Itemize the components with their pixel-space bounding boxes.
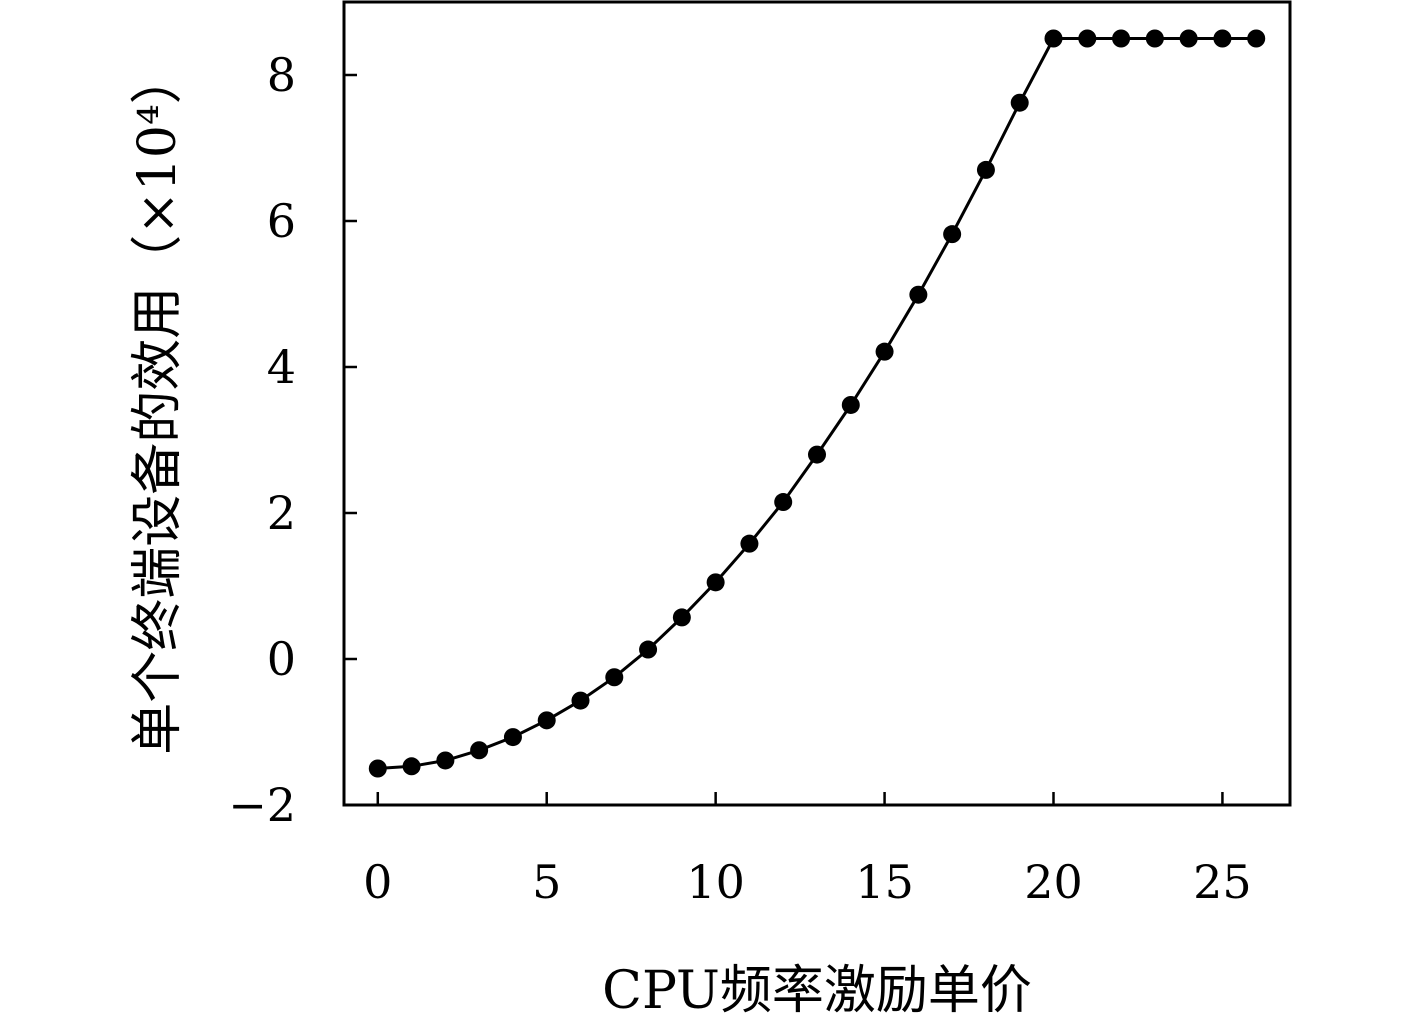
x-tick-label: 15 [855, 855, 914, 909]
x-tick-label: 20 [1024, 855, 1083, 909]
x-tick-label: 5 [532, 855, 561, 909]
x-tick-label: 10 [686, 855, 745, 909]
data-point [1078, 29, 1097, 48]
plot-area [368, 29, 1266, 778]
x-tick-label: 0 [363, 855, 392, 909]
data-point [571, 691, 590, 710]
y-tick-label: −2 [228, 778, 296, 832]
data-point [639, 640, 658, 659]
data-point [706, 573, 725, 592]
data-point [808, 445, 826, 464]
data-point [909, 285, 928, 304]
data-point [841, 395, 860, 414]
data-point [537, 711, 556, 730]
data-point [1112, 29, 1131, 48]
plot-frame [342, 0, 1292, 807]
data-point [875, 342, 894, 361]
y-tick-label: 0 [267, 632, 296, 686]
data-point [740, 534, 759, 553]
data-point [368, 759, 387, 778]
data-point [436, 751, 455, 770]
y-tick-label: 4 [267, 340, 296, 394]
x-axis-title: CPU频率激励单价 [602, 961, 1032, 1020]
x-tick-label: 25 [1193, 855, 1252, 909]
data-point [774, 493, 793, 512]
data-point [1213, 29, 1232, 48]
data-point [402, 757, 421, 776]
y-tick-label: 8 [267, 48, 296, 102]
y-tick-label: 6 [267, 194, 296, 248]
data-point [1145, 29, 1164, 48]
data-point [976, 160, 995, 179]
data-point [1010, 93, 1029, 112]
x-axis: 0 5 10 15 20 25 [363, 792, 1252, 909]
y-axis-title: 单个终端设备的效用（×10⁴） [128, 52, 188, 755]
data-point [1044, 29, 1063, 48]
data-point [1179, 29, 1198, 48]
series-line [377, 37, 1257, 770]
data-point [1247, 29, 1266, 48]
data-point [503, 728, 522, 747]
y-axis: −2 0 2 4 6 8 [228, 48, 357, 832]
data-point [943, 225, 962, 244]
y-tick-label: 2 [267, 486, 296, 540]
data-point [672, 608, 691, 627]
data-point [470, 741, 489, 760]
data-point [605, 668, 624, 687]
